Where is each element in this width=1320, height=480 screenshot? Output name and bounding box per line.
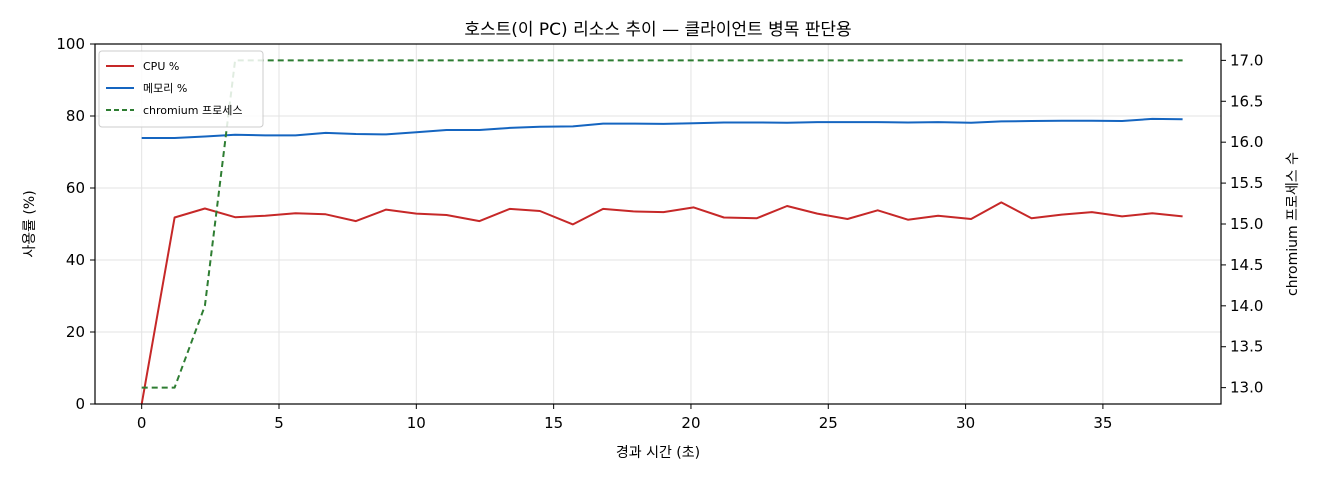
y-tick-label: 80 <box>66 107 85 125</box>
x-axis-label: 경과 시간 (초) <box>616 445 700 461</box>
x-tick-label: 35 <box>1093 414 1112 432</box>
legend-label-memory: 메모리 % <box>143 82 187 95</box>
x-tick-label: 0 <box>137 414 147 432</box>
y2-tick-label: 16.5 <box>1230 92 1263 110</box>
x-tick-label: 20 <box>681 414 700 432</box>
cpu-series-line <box>140 201 1183 405</box>
y-tick-label: 100 <box>56 35 85 53</box>
y-axis-label: 사용률 (%) <box>22 190 38 257</box>
axis-ticks: 0 5 10 15 20 25 30 35 0 20 40 60 80 100 13.0 13.5 14.0 14… <box>56 35 1263 432</box>
series-lines <box>140 59 1183 405</box>
x-tick-label: 30 <box>956 414 975 432</box>
legend: CPU % 메모리 % chromium 프로세스 <box>98 50 264 128</box>
x-tick-label: 5 <box>274 414 284 432</box>
y2-tick-label: 14.0 <box>1230 297 1263 315</box>
y2-tick-label: 15.0 <box>1230 215 1263 233</box>
y-tick-label: 0 <box>75 395 85 413</box>
y2-tick-label: 17.0 <box>1230 51 1263 69</box>
y2-tick-label: 15.5 <box>1230 174 1263 192</box>
legend-label-cpu: CPU % <box>143 60 179 73</box>
y-tick-label: 60 <box>66 179 85 197</box>
y2-axis-label: chromium 프로세스 수 <box>1285 152 1301 296</box>
chromium-process-series-line <box>141 59 1183 389</box>
y2-tick-label: 13.5 <box>1230 338 1263 356</box>
y2-tick-label: 13.0 <box>1230 379 1263 397</box>
y2-tick-label: 14.5 <box>1230 256 1263 274</box>
x-tick-label: 10 <box>407 414 426 432</box>
y-tick-label: 40 <box>66 251 85 269</box>
legend-label-chromium: chromium 프로세스 <box>143 104 242 117</box>
x-tick-label: 25 <box>819 414 838 432</box>
chart-title: 호스트(이 PC) 리소스 추이 — 클라이언트 병목 판단용 <box>464 20 851 40</box>
y-tick-label: 20 <box>66 323 85 341</box>
x-tick-label: 15 <box>544 414 563 432</box>
y2-tick-label: 16.0 <box>1230 133 1263 151</box>
memory-series-line <box>141 117 1183 139</box>
legend-box <box>98 50 264 128</box>
